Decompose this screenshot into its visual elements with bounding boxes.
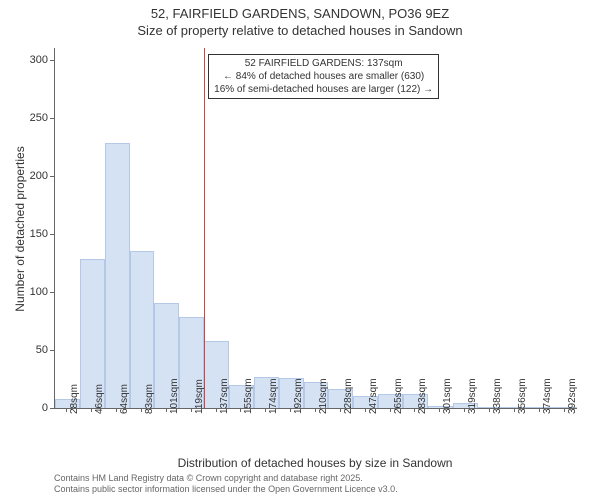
- x-tick-label: 28sqm: [69, 384, 80, 414]
- x-tick-label: 283sqm: [417, 378, 428, 414]
- x-tick-label: 101sqm: [169, 378, 180, 414]
- x-tick-label: 265sqm: [393, 378, 404, 414]
- y-tick-mark: [50, 292, 54, 293]
- x-tick-label: 119sqm: [194, 379, 205, 414]
- footer-line-1: Contains HM Land Registry data © Crown c…: [54, 473, 398, 485]
- y-tick-label: 250: [0, 112, 48, 124]
- x-tick-label: 210sqm: [318, 378, 329, 414]
- x-tick-label: 319sqm: [467, 378, 478, 414]
- x-tick-label: 137sqm: [219, 378, 230, 414]
- x-tick-label: 174sqm: [268, 378, 279, 414]
- x-tick-mark: [489, 408, 490, 412]
- x-tick-label: 46sqm: [94, 384, 105, 414]
- x-tick-mark: [240, 408, 241, 412]
- x-tick-mark: [66, 408, 67, 412]
- x-tick-mark: [390, 408, 391, 412]
- x-tick-label: 64sqm: [119, 384, 130, 414]
- y-tick-mark: [50, 60, 54, 61]
- x-tick-mark: [514, 408, 515, 412]
- x-tick-label: 247sqm: [368, 378, 379, 414]
- chart-title: 52, FAIRFIELD GARDENS, SANDOWN, PO36 9EZ…: [0, 6, 600, 40]
- x-tick-label: 155sqm: [243, 378, 254, 414]
- x-tick-label: 374sqm: [542, 378, 553, 414]
- x-tick-mark: [414, 408, 415, 412]
- y-tick-label: 300: [0, 54, 48, 66]
- x-tick-label: 192sqm: [293, 378, 304, 414]
- footer-line-2: Contains public sector information licen…: [54, 484, 398, 496]
- y-tick-mark: [50, 176, 54, 177]
- x-tick-label: 301sqm: [442, 378, 453, 414]
- x-tick-mark: [166, 408, 167, 412]
- x-tick-label: 338sqm: [492, 378, 503, 414]
- x-tick-mark: [290, 408, 291, 412]
- y-tick-mark: [50, 408, 54, 409]
- x-tick-mark: [464, 408, 465, 412]
- annotation-line: 52 FAIRFIELD GARDENS: 137sqm: [214, 57, 433, 70]
- x-tick-label: 83sqm: [144, 384, 155, 414]
- y-tick-mark: [50, 234, 54, 235]
- chart-container: 52, FAIRFIELD GARDENS, SANDOWN, PO36 9EZ…: [0, 0, 600, 500]
- footer-attribution: Contains HM Land Registry data © Crown c…: [54, 473, 398, 496]
- x-tick-mark: [116, 408, 117, 412]
- x-tick-mark: [365, 408, 366, 412]
- histogram-bar: [105, 143, 130, 408]
- x-tick-mark: [315, 408, 316, 412]
- annotation-line: 16% of semi-detached houses are larger (…: [214, 83, 433, 96]
- y-tick-mark: [50, 350, 54, 351]
- y-tick-label: 100: [0, 286, 48, 298]
- x-tick-mark: [265, 408, 266, 412]
- x-tick-mark: [564, 408, 565, 412]
- x-tick-mark: [340, 408, 341, 412]
- marker-line: [204, 48, 205, 408]
- x-tick-label: 392sqm: [567, 378, 578, 414]
- annotation-line: ← 84% of detached houses are smaller (63…: [214, 70, 433, 83]
- x-axis-title: Distribution of detached houses by size …: [54, 456, 576, 470]
- x-tick-label: 228sqm: [343, 378, 354, 414]
- x-tick-mark: [539, 408, 540, 412]
- y-tick-label: 200: [0, 170, 48, 182]
- x-tick-mark: [91, 408, 92, 412]
- x-tick-label: 356sqm: [517, 378, 528, 414]
- plot-area: 52 FAIRFIELD GARDENS: 137sqm← 84% of det…: [54, 48, 577, 409]
- x-tick-mark: [141, 408, 142, 412]
- y-tick-label: 50: [0, 344, 48, 356]
- title-line-1: 52, FAIRFIELD GARDENS, SANDOWN, PO36 9EZ: [0, 6, 600, 23]
- x-tick-mark: [191, 408, 192, 412]
- title-line-2: Size of property relative to detached ho…: [0, 23, 600, 40]
- x-tick-mark: [216, 408, 217, 412]
- y-tick-label: 150: [0, 228, 48, 240]
- marker-annotation: 52 FAIRFIELD GARDENS: 137sqm← 84% of det…: [208, 54, 439, 99]
- x-tick-mark: [439, 408, 440, 412]
- y-tick-label: 0: [0, 402, 48, 414]
- y-tick-mark: [50, 118, 54, 119]
